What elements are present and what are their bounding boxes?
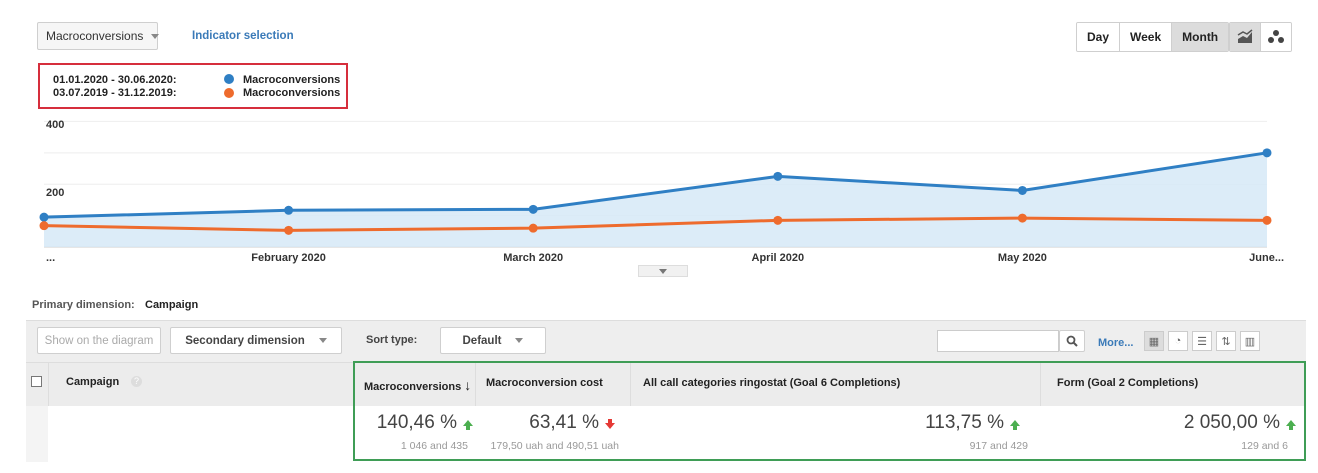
- data-point[interactable]: [528, 223, 538, 233]
- period-month-button[interactable]: Month: [1172, 23, 1229, 51]
- totals-row: [26, 406, 1306, 462]
- search-button[interactable]: [1059, 330, 1085, 352]
- series-area-blue: [44, 152, 1267, 247]
- x-tick-label: February 2020: [251, 252, 326, 264]
- sort-arrow-icon: ↓: [464, 377, 472, 393]
- data-point[interactable]: [1262, 215, 1272, 225]
- x-tick-label: May 2020: [997, 252, 1047, 264]
- chevron-down-icon: [318, 338, 327, 343]
- arrow-up-icon: [1010, 420, 1020, 430]
- data-point[interactable]: [773, 215, 783, 225]
- data-point[interactable]: [1017, 185, 1027, 195]
- total-value: 63,41 %: [529, 412, 599, 433]
- y-tick-400: 400: [46, 119, 65, 131]
- legend-series-2: Macroconversions: [243, 87, 341, 99]
- sort-type-value: Default: [462, 334, 502, 347]
- x-tick-label: April 2020: [751, 252, 805, 264]
- arrow-up-icon: [463, 420, 473, 430]
- y-tick-200: 200: [46, 187, 65, 199]
- view-type-icons: ▦ ◔ ☰ ⇅ ▥: [1144, 331, 1260, 351]
- total-sub: 129 and 6: [1241, 440, 1288, 452]
- help-icon[interactable]: ?: [131, 376, 142, 387]
- data-point[interactable]: [1017, 213, 1027, 223]
- column-header-goal6[interactable]: All call categories ringostat (Goal 6 Co…: [643, 377, 901, 389]
- x-tick-label: ...: [46, 252, 56, 264]
- x-tick-label: March 2020: [503, 252, 564, 264]
- chart-type-selector: [1229, 22, 1292, 52]
- legend-series-1: Macroconversions: [243, 74, 341, 86]
- period-week-button[interactable]: Week: [1120, 23, 1173, 51]
- total-sub: 179,50 uah and 490,51 uah: [490, 440, 619, 452]
- data-point[interactable]: [528, 204, 538, 214]
- metric-dropdown[interactable]: Macroconversions: [37, 22, 160, 50]
- column-header-campaign[interactable]: Campaign: [66, 376, 120, 388]
- primary-dimension-label: Primary dimension:: [32, 299, 135, 311]
- chevron-down-icon: [515, 338, 524, 343]
- data-point[interactable]: [1262, 148, 1272, 158]
- line-chart-icon: [1237, 29, 1253, 43]
- period-selector: Day Week Month: [1076, 22, 1230, 52]
- pie-view-icon[interactable]: ◔: [1168, 331, 1188, 351]
- legend-dot-orange: [224, 88, 234, 98]
- line-chart: [39, 120, 1272, 248]
- column-header-macroconversions[interactable]: Macroconversions ↓: [364, 377, 471, 393]
- series-line-orange: [43, 216, 1268, 232]
- legend-range-1: 01.01.2020 - 30.06.2020:: [53, 74, 177, 86]
- total-value: 140,46 %: [376, 412, 457, 433]
- data-point[interactable]: [773, 171, 783, 181]
- column-header-macroconversion-cost[interactable]: Macroconversion cost: [486, 377, 603, 389]
- metric-dropdown-label: Macroconversions: [46, 29, 144, 43]
- data-point[interactable]: [39, 221, 49, 231]
- metrics-highlight-box: [353, 361, 1306, 461]
- arrow-up-icon: [1286, 420, 1296, 430]
- select-all-checkbox[interactable]: [31, 376, 42, 387]
- data-point[interactable]: [284, 205, 294, 215]
- legend-range-2: 03.07.2019 - 31.12.2019:: [53, 87, 177, 99]
- chevron-down-icon: [151, 33, 160, 39]
- column-header-label: Macroconversions: [364, 381, 462, 393]
- total-goal2: 2 050,00 %: [1184, 412, 1296, 434]
- totals-row-gutter: [26, 406, 48, 462]
- indicator-selection-link[interactable]: Indicator selection: [192, 30, 294, 42]
- line-chart-button[interactable]: [1230, 23, 1261, 51]
- series-line-blue: [43, 151, 1268, 219]
- comparison-view-icon[interactable]: ⇅: [1216, 331, 1236, 351]
- total-sub: 917 and 429: [969, 440, 1028, 452]
- table-search-input[interactable]: [937, 330, 1059, 352]
- more-link[interactable]: More...: [1098, 337, 1134, 349]
- total-sub: 1 046 and 435: [400, 440, 468, 452]
- secondary-dimension-label: Secondary dimension: [185, 334, 305, 347]
- data-point[interactable]: [284, 225, 294, 235]
- data-point[interactable]: [39, 212, 49, 222]
- chart-collapse-handle[interactable]: [638, 265, 688, 277]
- motion-chart-button[interactable]: [1261, 23, 1291, 51]
- total-value: 2 050,00 %: [1183, 412, 1280, 433]
- sort-type-label: Sort type:: [366, 334, 418, 346]
- secondary-dimension-dropdown[interactable]: Secondary dimension: [170, 327, 342, 354]
- bubbles-icon: [1268, 30, 1284, 43]
- total-value: 113,75 %: [925, 412, 1004, 433]
- pivot-view-icon[interactable]: ▥: [1240, 331, 1260, 351]
- show-on-diagram-button[interactable]: Show on the diagram: [37, 327, 161, 354]
- performance-view-icon[interactable]: ☰: [1192, 331, 1212, 351]
- chart-legend: 01.01.2020 - 30.06.2020: 03.07.2019 - 31…: [38, 63, 348, 109]
- total-goal6: 113,75 %: [925, 412, 1020, 434]
- arrow-down-icon: [605, 419, 615, 429]
- column-header-goal2[interactable]: Form (Goal 2 Completions): [1057, 377, 1199, 389]
- total-macroconversion-cost: 63,41 %: [529, 412, 615, 434]
- legend-dot-blue: [224, 74, 234, 84]
- sort-type-dropdown[interactable]: Default: [440, 327, 546, 354]
- period-day-button[interactable]: Day: [1077, 23, 1121, 51]
- total-macroconversions: 140,46 %: [377, 412, 473, 434]
- primary-dimension-campaign[interactable]: Campaign: [145, 299, 199, 311]
- search-icon: [1066, 335, 1078, 347]
- chevron-down-icon: [659, 268, 667, 274]
- table-view-icon[interactable]: ▦: [1144, 331, 1164, 351]
- x-tick-label: June...: [1249, 252, 1284, 264]
